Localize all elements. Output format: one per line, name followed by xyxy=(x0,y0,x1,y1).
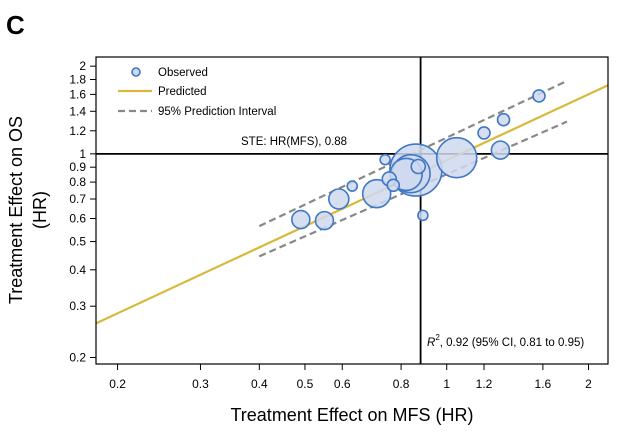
y-tick-label: 0.3 xyxy=(69,299,86,313)
legend-predicted-label: Predicted xyxy=(158,86,207,98)
x-tick-label: 2 xyxy=(585,377,592,391)
predicted-line xyxy=(95,84,609,325)
panel-label: C xyxy=(6,10,25,40)
y-tick-label: 0.8 xyxy=(69,175,86,189)
data-point xyxy=(410,158,427,175)
data-point xyxy=(379,153,391,166)
y-tick-label: 0.6 xyxy=(69,211,86,225)
y-tick-label: 2 xyxy=(79,59,86,73)
data-point xyxy=(386,178,401,193)
x-axis: 0.2 0.3 0.4 0.5 0.6 0.8 1 1.2 1.6 2 xyxy=(109,364,592,391)
ste-annotation: STE: HR(MFS), 0.88 xyxy=(241,136,347,148)
legend-interval-label: 95% Prediction Interval xyxy=(158,106,276,118)
y-tick-label: 0.9 xyxy=(69,160,86,174)
x-tick-label: 1.2 xyxy=(476,377,493,391)
data-point xyxy=(291,209,311,230)
y-tick-label: 1.6 xyxy=(69,87,86,101)
y-tick-label: 0.2 xyxy=(69,351,86,365)
legend-observed-label: Observed xyxy=(158,67,208,79)
r2-symbol: R xyxy=(427,337,435,349)
data-point xyxy=(532,89,546,103)
data-point xyxy=(314,210,335,231)
data-point xyxy=(490,140,511,160)
data-point xyxy=(361,178,392,209)
y-tick-label: 1.4 xyxy=(69,104,86,118)
y-tick-label: 1.2 xyxy=(69,124,86,138)
r2-superscript: 2 xyxy=(435,333,440,342)
r2-text: , 0.92 (95% CI, 0.81 to 0.95) xyxy=(440,337,585,349)
legend: Observed Predicted 95% Prediction Interv… xyxy=(118,67,276,118)
x-tick-label: 0.3 xyxy=(192,377,209,391)
y-axis-label-line1: Treatment Effect on OS xyxy=(6,116,26,304)
data-point xyxy=(328,188,350,210)
points-layer xyxy=(291,89,546,231)
legend-observed-marker xyxy=(131,67,141,77)
x-tick-label: 0.2 xyxy=(109,377,126,391)
x-tick-label: 1 xyxy=(443,377,450,391)
y-tick-label: 0.5 xyxy=(69,235,86,249)
y-tick-label: 0.4 xyxy=(69,263,86,277)
data-point xyxy=(346,180,359,192)
x-tick-label: 0.8 xyxy=(393,377,410,391)
y-tick-label: 1.8 xyxy=(69,72,86,86)
x-tick-label: 0.6 xyxy=(334,377,351,391)
data-point xyxy=(417,209,429,222)
r2-annotation: R2, 0.92 (95% CI, 0.81 to 0.95) xyxy=(427,333,584,349)
y-tick-label: 1 xyxy=(79,147,86,161)
data-point xyxy=(435,136,478,179)
x-axis-label: Treatment Effect on MFS (HR) xyxy=(230,405,473,425)
data-point xyxy=(496,112,511,127)
y-tick-label: 0.7 xyxy=(69,192,86,206)
y-axis: 0.2 0.3 0.4 0.5 0.6 0.7 0.80.91 1.2 1.4 1.61.82 xyxy=(69,59,96,365)
data-point xyxy=(477,126,491,140)
x-tick-label: 0.5 xyxy=(297,377,314,391)
plot-frame xyxy=(95,56,609,365)
reference-lines-layer xyxy=(96,57,608,364)
x-tick-label: 1.6 xyxy=(535,377,552,391)
y-axis-label-line2: (HR) xyxy=(30,191,50,229)
x-tick-label: 0.4 xyxy=(251,377,268,391)
